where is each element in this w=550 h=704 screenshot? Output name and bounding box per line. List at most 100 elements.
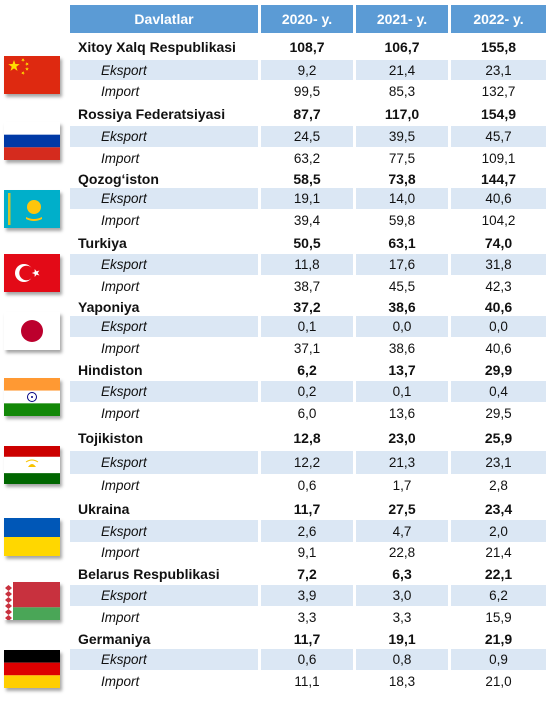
- value-cell-2021: 19,1: [356, 628, 451, 649]
- country-total-row: Hindiston 6,2 13,7 29,9: [70, 359, 546, 381]
- value-cell-2022: 40,6: [451, 188, 546, 209]
- export-label: Eksport: [70, 381, 261, 402]
- value-cell-2022: 25,9: [484, 430, 513, 446]
- import-row: Import 37,1 38,6 40,6: [70, 337, 546, 359]
- value-cell-2020: 11,1: [261, 670, 356, 692]
- import-row: Import 3,3 3,3 15,9: [70, 606, 546, 628]
- value-cell-2022: 29,5: [485, 406, 512, 421]
- export-label: Eksport: [70, 451, 261, 474]
- value-cell-2020: 37,1: [261, 337, 356, 359]
- china-flag-icon: [4, 56, 60, 94]
- value-cell-2021: 0,0: [356, 316, 451, 337]
- value-cell-2020: 0,6: [261, 474, 356, 497]
- value-cell-2021: 117,0: [356, 102, 451, 126]
- value-cell-2020: 2,6: [261, 520, 356, 542]
- export-row: Eksport 3,9 3,0 6,2: [70, 585, 546, 606]
- country-total-row: Tojikiston 12,8 23,0 25,9: [70, 425, 546, 451]
- value-cell-2021: 38,6: [356, 297, 451, 316]
- country-name: Belarus Respublikasi: [70, 563, 261, 585]
- value-cell-2020: 63,2: [261, 147, 356, 169]
- header-country: Davlatlar: [70, 5, 261, 33]
- import-label: Import: [70, 402, 261, 425]
- value-cell-2021: 85,3: [356, 80, 451, 102]
- value-cell-2020: 58,5: [261, 169, 356, 188]
- value-cell-2021: 3,0: [356, 585, 451, 606]
- india-flag-icon: [4, 378, 60, 416]
- turkey-flag-icon: [4, 254, 60, 292]
- value-cell-2021: 4,7: [356, 520, 451, 542]
- import-row: Import 38,7 45,5 42,3: [70, 275, 546, 297]
- value-cell-2022: 2,0: [451, 520, 546, 542]
- value-cell-2021: 14,0: [356, 188, 451, 209]
- value-cell-2020: 7,2: [261, 563, 356, 585]
- value-cell-2020: 19,1: [261, 188, 356, 209]
- value-cell-2022: 0,4: [451, 381, 546, 402]
- country-name: Ukraina: [70, 497, 261, 520]
- value-cell-2020: 37,2: [261, 297, 356, 316]
- value-cell-2022: 15,9: [485, 609, 512, 625]
- value-cell-2021: 0,8: [356, 649, 451, 670]
- export-row: Eksport 12,2 21,3 23,1: [70, 451, 546, 474]
- value-cell-2022: 155,8: [480, 38, 517, 55]
- value-cell-2020: 38,7: [261, 275, 356, 297]
- value-cell-2021: 21,4: [356, 60, 451, 80]
- import-label: Import: [70, 542, 261, 563]
- japan-flag-icon: [4, 312, 60, 350]
- export-row: Eksport 9,2 21,4 23,1: [70, 60, 546, 80]
- import-row: Import 11,1 18,3 21,0: [70, 670, 546, 692]
- import-row: Import 39,4 59,8 104,2: [70, 209, 546, 231]
- value-cell-2020: 11,8: [261, 254, 356, 275]
- country-name: Qozog‘iston: [70, 169, 261, 188]
- country-total-row: Yaponiya 37,2 38,6 40,6: [70, 297, 546, 316]
- country-total-row: Qozog‘iston 58,5 73,8 144,7: [70, 169, 546, 188]
- header-2021: 2021- y.: [356, 5, 451, 33]
- value-cell-2020: 9,2: [261, 60, 356, 80]
- value-cell-2022: 132,7: [481, 83, 516, 99]
- country-name: Rossiya Federatsiyasi: [70, 102, 261, 126]
- export-row: Eksport 2,6 4,7 2,0: [70, 520, 546, 542]
- value-cell-2021: 0,1: [356, 381, 451, 402]
- import-row: Import 9,1 22,8 21,4: [70, 542, 546, 563]
- country-name: Turkiya: [70, 231, 261, 254]
- value-cell-2022: 2,8: [489, 478, 508, 493]
- import-label: Import: [70, 209, 261, 231]
- value-cell-2022: 109,1: [481, 150, 516, 166]
- value-cell-2021: 39,5: [356, 126, 451, 147]
- value-cell-2021: 21,3: [356, 451, 451, 474]
- export-label: Eksport: [70, 649, 261, 670]
- header-2020: 2020- y.: [261, 5, 356, 33]
- value-cell-2020: 3,3: [261, 606, 356, 628]
- value-cell-2020: 108,7: [261, 33, 356, 60]
- trade-table: Davlatlar 2020- y. 2021- y. 2022- y. Xit…: [70, 5, 546, 692]
- value-cell-2020: 11,7: [261, 497, 356, 520]
- value-cell-2021: 13,7: [356, 359, 451, 381]
- value-cell-2020: 0,1: [261, 316, 356, 337]
- table-header: Davlatlar 2020- y. 2021- y. 2022- y.: [70, 5, 546, 33]
- value-cell-2021: 106,7: [356, 33, 451, 60]
- country-total-row: Belarus Respublikasi 7,2 6,3 22,1: [70, 563, 546, 585]
- import-row: Import 0,6 1,7 2,8: [70, 474, 546, 497]
- value-cell-2022: 23,4: [484, 500, 513, 517]
- value-cell-2020: 50,5: [261, 231, 356, 254]
- value-cell-2022: 0,0: [451, 316, 546, 337]
- value-cell-2022: 40,6: [485, 340, 512, 356]
- value-cell-2021: 13,6: [356, 402, 451, 425]
- value-cell-2021: 45,5: [356, 275, 451, 297]
- import-row: Import 6,0 13,6 29,5: [70, 402, 546, 425]
- import-label: Import: [70, 147, 261, 169]
- value-cell-2020: 11,7: [261, 628, 356, 649]
- country-total-row: Xitoy Xalq Respublikasi 108,7 106,7 155,8: [70, 33, 546, 60]
- value-cell-2022: 40,6: [484, 298, 513, 315]
- value-cell-2021: 59,8: [356, 209, 451, 231]
- value-cell-2020: 6,0: [261, 402, 356, 425]
- value-cell-2021: 3,3: [356, 606, 451, 628]
- value-cell-2020: 87,7: [261, 102, 356, 126]
- value-cell-2022: 21,0: [485, 673, 512, 689]
- belarus-flag-icon: [4, 582, 60, 620]
- export-label: Eksport: [70, 254, 261, 275]
- country-total-row: Germaniya 11,7 19,1 21,9: [70, 628, 546, 649]
- value-cell-2020: 9,1: [261, 542, 356, 563]
- import-label: Import: [70, 606, 261, 628]
- country-name: Hindiston: [70, 359, 261, 381]
- value-cell-2022: 29,9: [484, 362, 513, 378]
